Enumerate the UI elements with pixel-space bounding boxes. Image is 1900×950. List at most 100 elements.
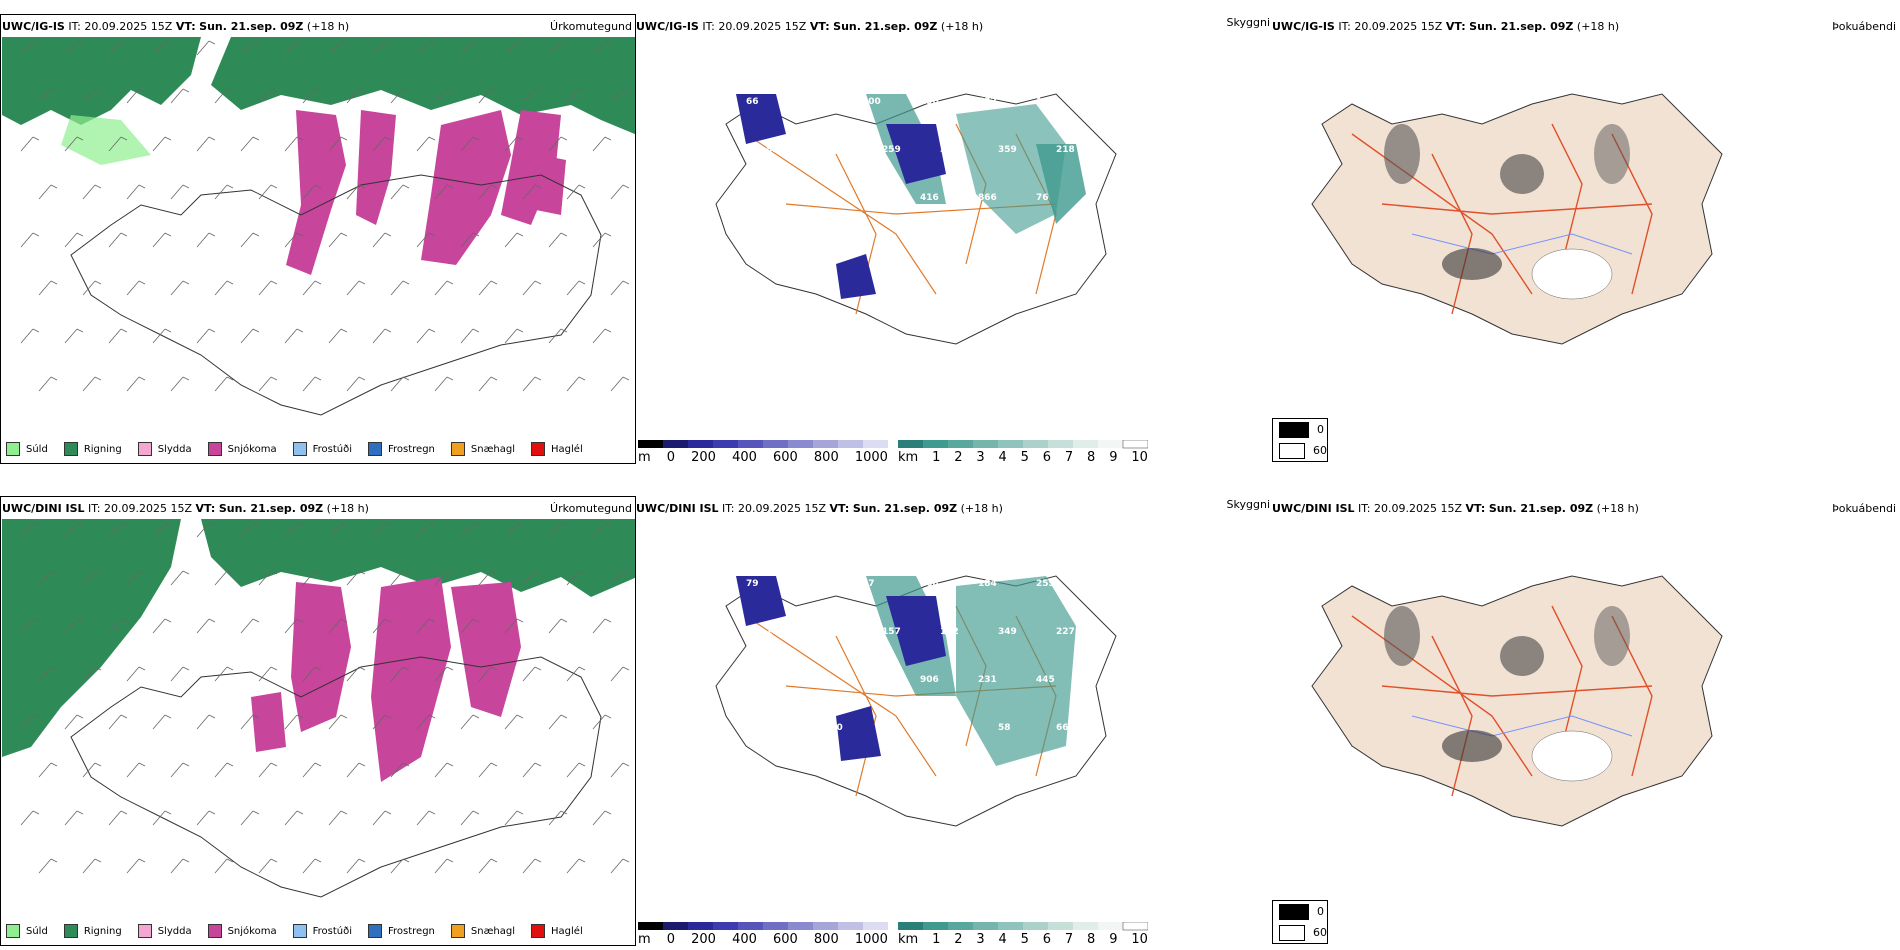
legend-swatch [137, 442, 152, 456]
wind-barb-icon [108, 40, 128, 56]
ceiling-value-label: 997 [766, 723, 785, 733]
wind-barb-icon [548, 522, 568, 538]
wind-barb-icon [240, 232, 260, 248]
wind-barb-icon [346, 666, 366, 682]
wind-barb-icon [64, 328, 84, 344]
wind-barb-icon [152, 618, 172, 634]
wind-barb-icon [566, 858, 586, 874]
ceiling-value-label: 255 [1036, 579, 1055, 589]
wind-barb-icon [152, 328, 172, 344]
wind-barb-icon [108, 136, 128, 152]
wind-barb-icon [416, 810, 436, 826]
wind-barb-icon [434, 376, 454, 392]
legend-item: Frostúði [292, 924, 352, 938]
wind-barb-icon [522, 280, 542, 296]
ceiling-colorbar [638, 922, 888, 930]
wind-barb-icon [610, 184, 630, 200]
wind-barb-icon [170, 280, 190, 296]
wind-barb-icon [346, 280, 366, 296]
wind-barb-icon [592, 810, 612, 826]
panel-label-fog: Þokuábendi [1832, 20, 1896, 33]
wind-barb-icon [240, 618, 260, 634]
wind-barb-icon [170, 376, 190, 392]
fog-map [1311, 575, 1723, 827]
wind-barb-icon [390, 666, 410, 682]
wind-barb-icon [240, 522, 260, 538]
fog-legend-swatch [1279, 442, 1305, 459]
wind-barb-icon [478, 184, 498, 200]
wind-barb-icon [372, 232, 392, 248]
wind-barb-icon [504, 328, 524, 344]
fog-legend-swatch [1279, 903, 1309, 920]
wind-barb-icon [82, 666, 102, 682]
ceiling-value-label: 56 [804, 579, 817, 589]
wind-barb-icon [302, 858, 322, 874]
fog-legend-row: 60 [1273, 440, 1327, 461]
visibility-colorbar [898, 440, 1148, 449]
wind-barb-icon [258, 88, 278, 104]
wind-barb-icon [170, 858, 190, 874]
ceiling-value-label: 250 [824, 145, 843, 155]
visibility-scale: km 1 2 3 4 5 6 7 8 9 10 [898, 922, 1148, 947]
wind-barb-icon [478, 666, 498, 682]
wind-barb-icon [152, 136, 172, 152]
wind-barb-icon [610, 858, 630, 874]
wind-barb-icon [240, 136, 260, 152]
wind-barb-icon [170, 88, 190, 104]
ceiling-value-label: 259 [882, 145, 901, 155]
ceiling-value-label: 339 [804, 675, 823, 685]
wind-barb-icon [170, 666, 190, 682]
wind-barb-icon [328, 618, 348, 634]
legend-item: Rigning [63, 924, 122, 938]
wind-barb-icon [372, 328, 392, 344]
wind-barb-icon [522, 762, 542, 778]
ceiling-value-label: 213 [862, 675, 881, 685]
wind-barb-icon [328, 714, 348, 730]
legend-swatch [6, 924, 20, 938]
wind-barb-icon [592, 714, 612, 730]
wind-barb-icon [196, 522, 216, 538]
wind-barb-icon [390, 184, 410, 200]
wind-barb-icon [478, 858, 498, 874]
wind-barb-icon [196, 136, 216, 152]
wind-barb-icon [108, 618, 128, 634]
wind-barb-icon [592, 136, 612, 152]
legend-item: Snjókoma [207, 924, 277, 938]
wind-barb-icon [346, 376, 366, 392]
wind-barb-icon [302, 280, 322, 296]
panel-title: UWC/DINI ISL IT: 20.09.2025 15Z VT: Sun.… [1272, 502, 1639, 515]
ceiling-value-label: 208 [920, 579, 939, 589]
wind-barb-icon [302, 184, 322, 200]
panel-label-precip: Úrkomutegund [550, 20, 632, 33]
wind-barb-icon [20, 232, 40, 248]
fog-legend: 0 60 [1272, 900, 1328, 944]
wind-barb-icon [82, 858, 102, 874]
wind-barb-icon [504, 40, 524, 56]
wind-barb-icon [196, 328, 216, 344]
wind-barb-icon [504, 810, 524, 826]
ceiling-value-label: 66 [746, 97, 759, 107]
wind-barb-icon [434, 858, 454, 874]
wind-barb-icon [346, 762, 366, 778]
legend-item: Snjókoma [207, 442, 277, 456]
legend-item: Haglél [531, 924, 583, 938]
ceiling-value-label: 66 [1056, 723, 1069, 733]
legend-swatch [450, 924, 465, 938]
ceiling-value-label: 76 [1036, 193, 1049, 203]
wind-barb-icon [38, 88, 58, 104]
wind-barb-icon [126, 762, 146, 778]
wind-barb-icon [38, 858, 58, 874]
wind-barb-icon [302, 570, 322, 586]
legend-item: Rigning [63, 442, 122, 456]
wind-barb-icon [504, 522, 524, 538]
wind-barb-icon [328, 328, 348, 344]
wind-barb-icon [126, 280, 146, 296]
wind-barb-icon [240, 714, 260, 730]
panel-title: UWC/IG-IS IT: 20.09.2025 15Z VT: Sun. 21… [636, 20, 984, 33]
wind-barb-icon [548, 618, 568, 634]
wind-barb-icon [416, 232, 436, 248]
wind-barb-icon [522, 376, 542, 392]
wind-barb-icon [302, 666, 322, 682]
ceiling-value-label: 184 [978, 579, 997, 589]
wind-barb-icon [522, 666, 542, 682]
